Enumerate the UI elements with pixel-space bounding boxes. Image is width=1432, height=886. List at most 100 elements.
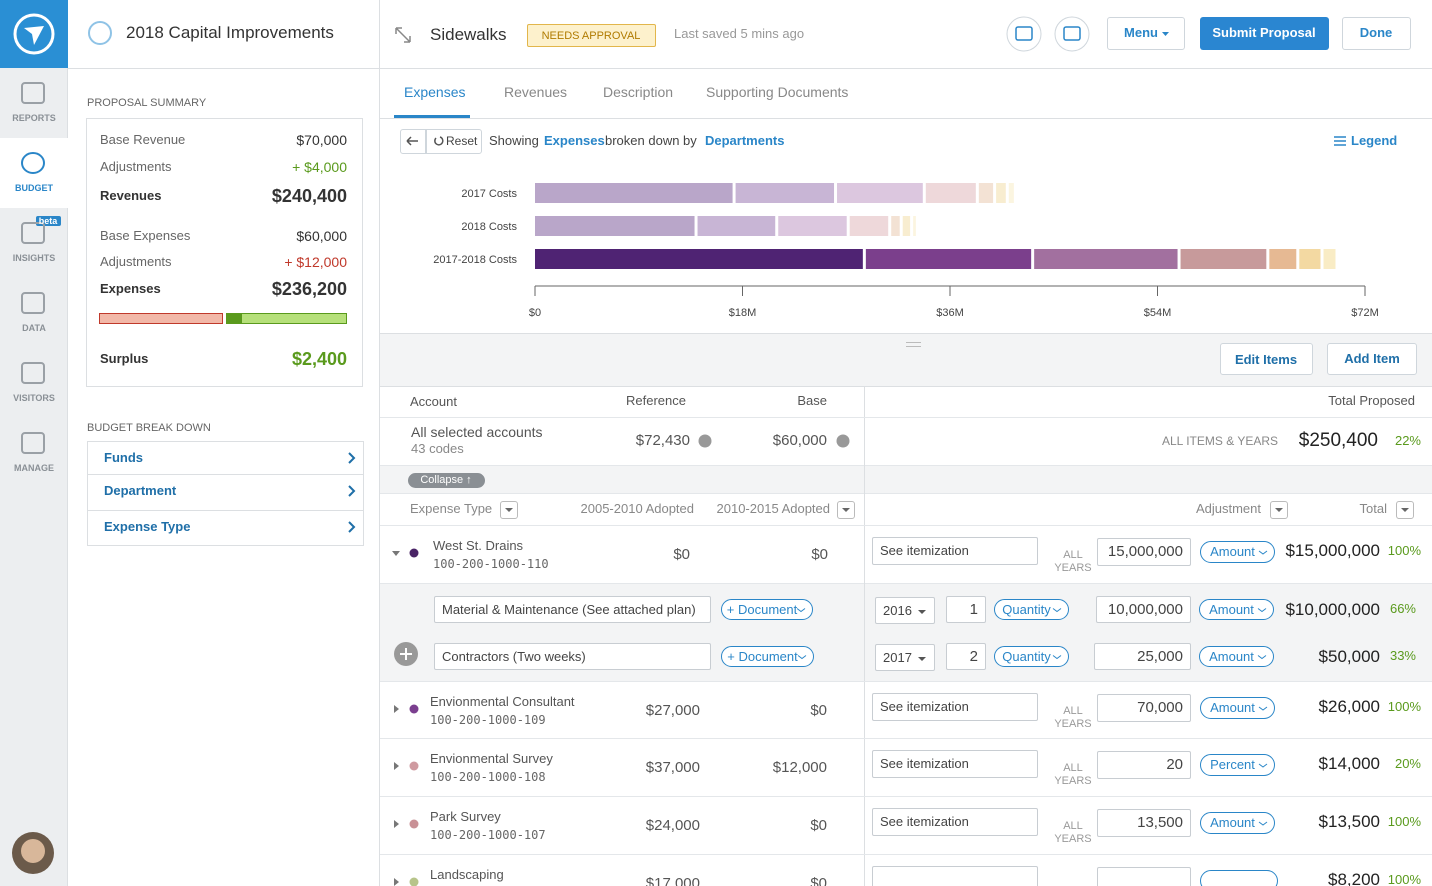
amount-input[interactable] — [1096, 596, 1191, 623]
note-input-text[interactable]: See itemization — [880, 814, 969, 829]
amount-input-text[interactable]: 15,000,000 — [1107, 543, 1183, 560]
menu-button[interactable] — [1107, 17, 1185, 50]
nav-label[interactable]: DATA — [22, 323, 46, 333]
description-input-text[interactable]: Contractors (Two weeks) — [442, 648, 586, 664]
amount-input[interactable] — [1097, 538, 1191, 566]
description-input-text[interactable]: Material & Maintenance (See attached pla… — [442, 601, 696, 617]
unit-dropdown[interactable] — [1199, 646, 1274, 667]
amount-input-text[interactable]: 25,000 — [1137, 647, 1183, 665]
unit-dropdown-text[interactable]: Amount — [1209, 601, 1254, 617]
unit-dropdown-text[interactable]: Amount — [1209, 648, 1254, 664]
breakdown-item[interactable]: Department — [104, 483, 177, 498]
note-input-text[interactable]: See itemization — [880, 756, 969, 771]
nav-label[interactable]: BUDGET — [15, 183, 53, 193]
note-input-text[interactable]: See itemization — [880, 543, 969, 558]
description-input[interactable] — [434, 643, 711, 670]
nav-label[interactable]: MANAGE — [14, 463, 54, 473]
add-button[interactable] — [1327, 343, 1417, 375]
edit-items[interactable]: Edit Items — [1234, 352, 1298, 367]
caret — [1258, 706, 1268, 711]
amount-input-text[interactable]: 10,000,000 — [1107, 600, 1183, 618]
caret — [1162, 32, 1169, 36]
done-button[interactable] — [1342, 17, 1411, 50]
quantity-unit-text[interactable]: Quantity — [1002, 601, 1051, 617]
amount-input[interactable] — [1097, 809, 1191, 837]
note-input[interactable] — [872, 693, 1038, 721]
breakdown-item[interactable]: Funds — [104, 450, 143, 465]
tab[interactable]: Description — [603, 84, 674, 100]
note-input[interactable] — [872, 866, 1038, 886]
quantity-input-text[interactable]: 2 — [969, 647, 978, 665]
nav-label[interactable]: INSIGHTS — [12, 253, 56, 263]
document-button[interactable] — [721, 599, 813, 620]
amount-input[interactable] — [1097, 751, 1191, 779]
submit-button[interactable] — [1200, 17, 1329, 50]
quantity-unit[interactable] — [994, 646, 1069, 667]
subcolumn: Adjustment — [1195, 501, 1261, 516]
unit-dropdown[interactable] — [1200, 812, 1275, 834]
amount-input[interactable] — [1097, 867, 1191, 886]
row-name: Envionmental Survey — [430, 751, 553, 766]
unit-dropdown-text[interactable]: Amount — [1210, 544, 1255, 559]
quantity-input[interactable] — [946, 643, 986, 670]
unit-dropdown-text[interactable]: Amount — [1210, 815, 1255, 830]
tab[interactable]: Supporting Documents — [706, 84, 849, 100]
quantity-input-text[interactable]: 1 — [969, 600, 978, 618]
amount-input-text[interactable]: 20 — [1166, 756, 1183, 773]
tab[interactable]: Revenues — [504, 84, 568, 100]
nav-icon — [21, 362, 45, 384]
back-button[interactable] — [400, 129, 426, 154]
unit-dropdown-text[interactable]: Amount — [1210, 700, 1255, 715]
measure[interactable]: Expenses — [544, 133, 605, 148]
unit-dropdown[interactable] — [1200, 754, 1275, 776]
dimension[interactable]: Departments — [705, 133, 785, 148]
collapse[interactable]: Collapse ↑ — [420, 474, 472, 486]
bar-segment — [1180, 249, 1267, 269]
column-dropdown[interactable] — [1396, 501, 1414, 519]
unit-dropdown[interactable] — [1199, 599, 1274, 620]
collapse-pill[interactable] — [408, 473, 485, 488]
description-input[interactable] — [434, 596, 711, 623]
amount-input-text[interactable]: 70,000 — [1137, 699, 1183, 716]
quantity-unit[interactable] — [994, 599, 1069, 620]
unit-dropdown-text[interactable]: Percent — [1210, 757, 1255, 772]
caret — [842, 508, 850, 512]
tab[interactable]: Expenses — [404, 84, 466, 100]
breakdown-divider — [88, 474, 363, 475]
quantity-unit-text[interactable]: Quantity — [1002, 648, 1051, 664]
legend[interactable]: Legend — [1351, 133, 1398, 148]
amount-input-text[interactable]: 13,500 — [1137, 814, 1183, 831]
reset-button[interactable] — [426, 129, 482, 154]
breakdown-item[interactable]: Expense Type — [104, 519, 191, 534]
nav-label[interactable]: VISITORS — [13, 393, 55, 403]
document-button[interactable] — [721, 646, 814, 667]
add-item[interactable]: Add Item — [1344, 351, 1400, 366]
year-select-text[interactable]: 2016 — [883, 602, 912, 618]
column-dropdown[interactable] — [1270, 501, 1288, 519]
amount-input[interactable] — [1094, 643, 1191, 670]
nav-label[interactable]: REPORTS — [12, 113, 56, 123]
quantity-input[interactable] — [946, 596, 986, 623]
note-input[interactable] — [872, 808, 1038, 836]
unit-dropdown[interactable] — [1200, 541, 1275, 563]
legend-icon — [1334, 136, 1346, 146]
beta-badge: beta — [38, 216, 58, 226]
document-button-text[interactable]: + Document — [727, 648, 798, 664]
edit-button[interactable] — [1220, 343, 1313, 375]
reset[interactable]: Reset — [446, 134, 478, 148]
amount-input[interactable] — [1097, 694, 1191, 722]
nav-icon — [21, 292, 45, 314]
column-dropdown[interactable] — [500, 501, 518, 519]
unit-dropdown[interactable] — [1200, 870, 1278, 886]
years: ALL YEARS — [1054, 704, 1092, 730]
done: Done — [1359, 25, 1393, 40]
unit-dropdown[interactable] — [1200, 697, 1275, 719]
note-input[interactable] — [872, 750, 1038, 778]
category-label: 2017 Costs — [461, 188, 517, 200]
row-dot — [409, 761, 419, 771]
year-select-text[interactable]: 2017 — [883, 649, 912, 665]
note-input[interactable] — [872, 537, 1038, 565]
document-button-text[interactable]: + Document — [726, 601, 798, 617]
column-dropdown[interactable] — [837, 501, 855, 519]
note-input-text[interactable]: See itemization — [880, 699, 969, 714]
